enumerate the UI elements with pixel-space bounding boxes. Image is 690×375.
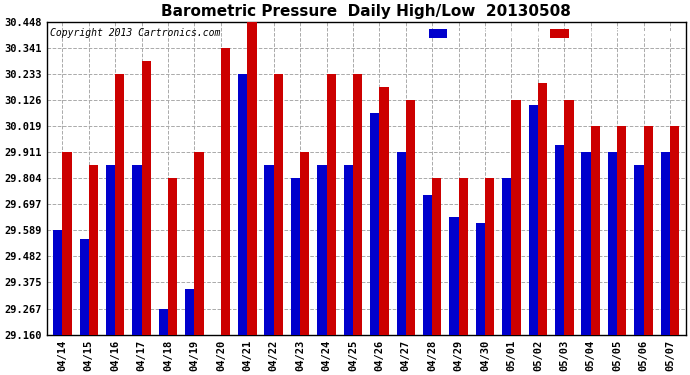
Bar — [397, 152, 406, 335]
Bar — [141, 61, 151, 335]
Bar — [53, 231, 62, 335]
Bar — [317, 165, 326, 335]
Bar — [132, 165, 141, 335]
Bar — [89, 165, 98, 335]
Bar — [564, 100, 573, 335]
Bar — [582, 152, 591, 335]
Bar — [555, 145, 564, 335]
Bar — [459, 178, 468, 335]
Bar — [502, 178, 511, 335]
Bar — [380, 87, 388, 335]
Bar — [538, 83, 547, 335]
Bar — [370, 113, 380, 335]
Bar — [185, 288, 195, 335]
Bar — [511, 100, 521, 335]
Bar — [449, 217, 459, 335]
Bar — [406, 100, 415, 335]
Bar — [159, 309, 168, 335]
Bar — [344, 165, 353, 335]
Bar — [326, 74, 336, 335]
Text: Copyright 2013 Cartronics.com: Copyright 2013 Cartronics.com — [50, 28, 220, 38]
Bar — [264, 165, 274, 335]
Bar — [432, 178, 442, 335]
Bar — [195, 152, 204, 335]
Bar — [591, 126, 600, 335]
Bar — [62, 152, 72, 335]
Bar — [274, 74, 283, 335]
Bar — [79, 239, 89, 335]
Bar — [634, 165, 644, 335]
Bar — [300, 152, 309, 335]
Bar — [353, 74, 362, 335]
Bar — [608, 152, 617, 335]
Bar — [115, 74, 124, 335]
Bar — [485, 178, 494, 335]
Bar — [617, 126, 627, 335]
Bar — [661, 152, 670, 335]
Bar — [423, 195, 432, 335]
Bar — [291, 178, 300, 335]
Bar — [106, 165, 115, 335]
Bar — [529, 105, 538, 335]
Bar — [476, 223, 485, 335]
Bar — [168, 178, 177, 335]
Bar — [221, 48, 230, 335]
Bar — [247, 22, 257, 335]
Bar — [238, 74, 247, 335]
Bar — [644, 126, 653, 335]
Title: Barometric Pressure  Daily High/Low  20130508: Barometric Pressure Daily High/Low 20130… — [161, 4, 571, 19]
Legend: Low  (Inches/Hg), High  (Inches/Hg): Low (Inches/Hg), High (Inches/Hg) — [426, 27, 680, 41]
Bar — [670, 126, 679, 335]
